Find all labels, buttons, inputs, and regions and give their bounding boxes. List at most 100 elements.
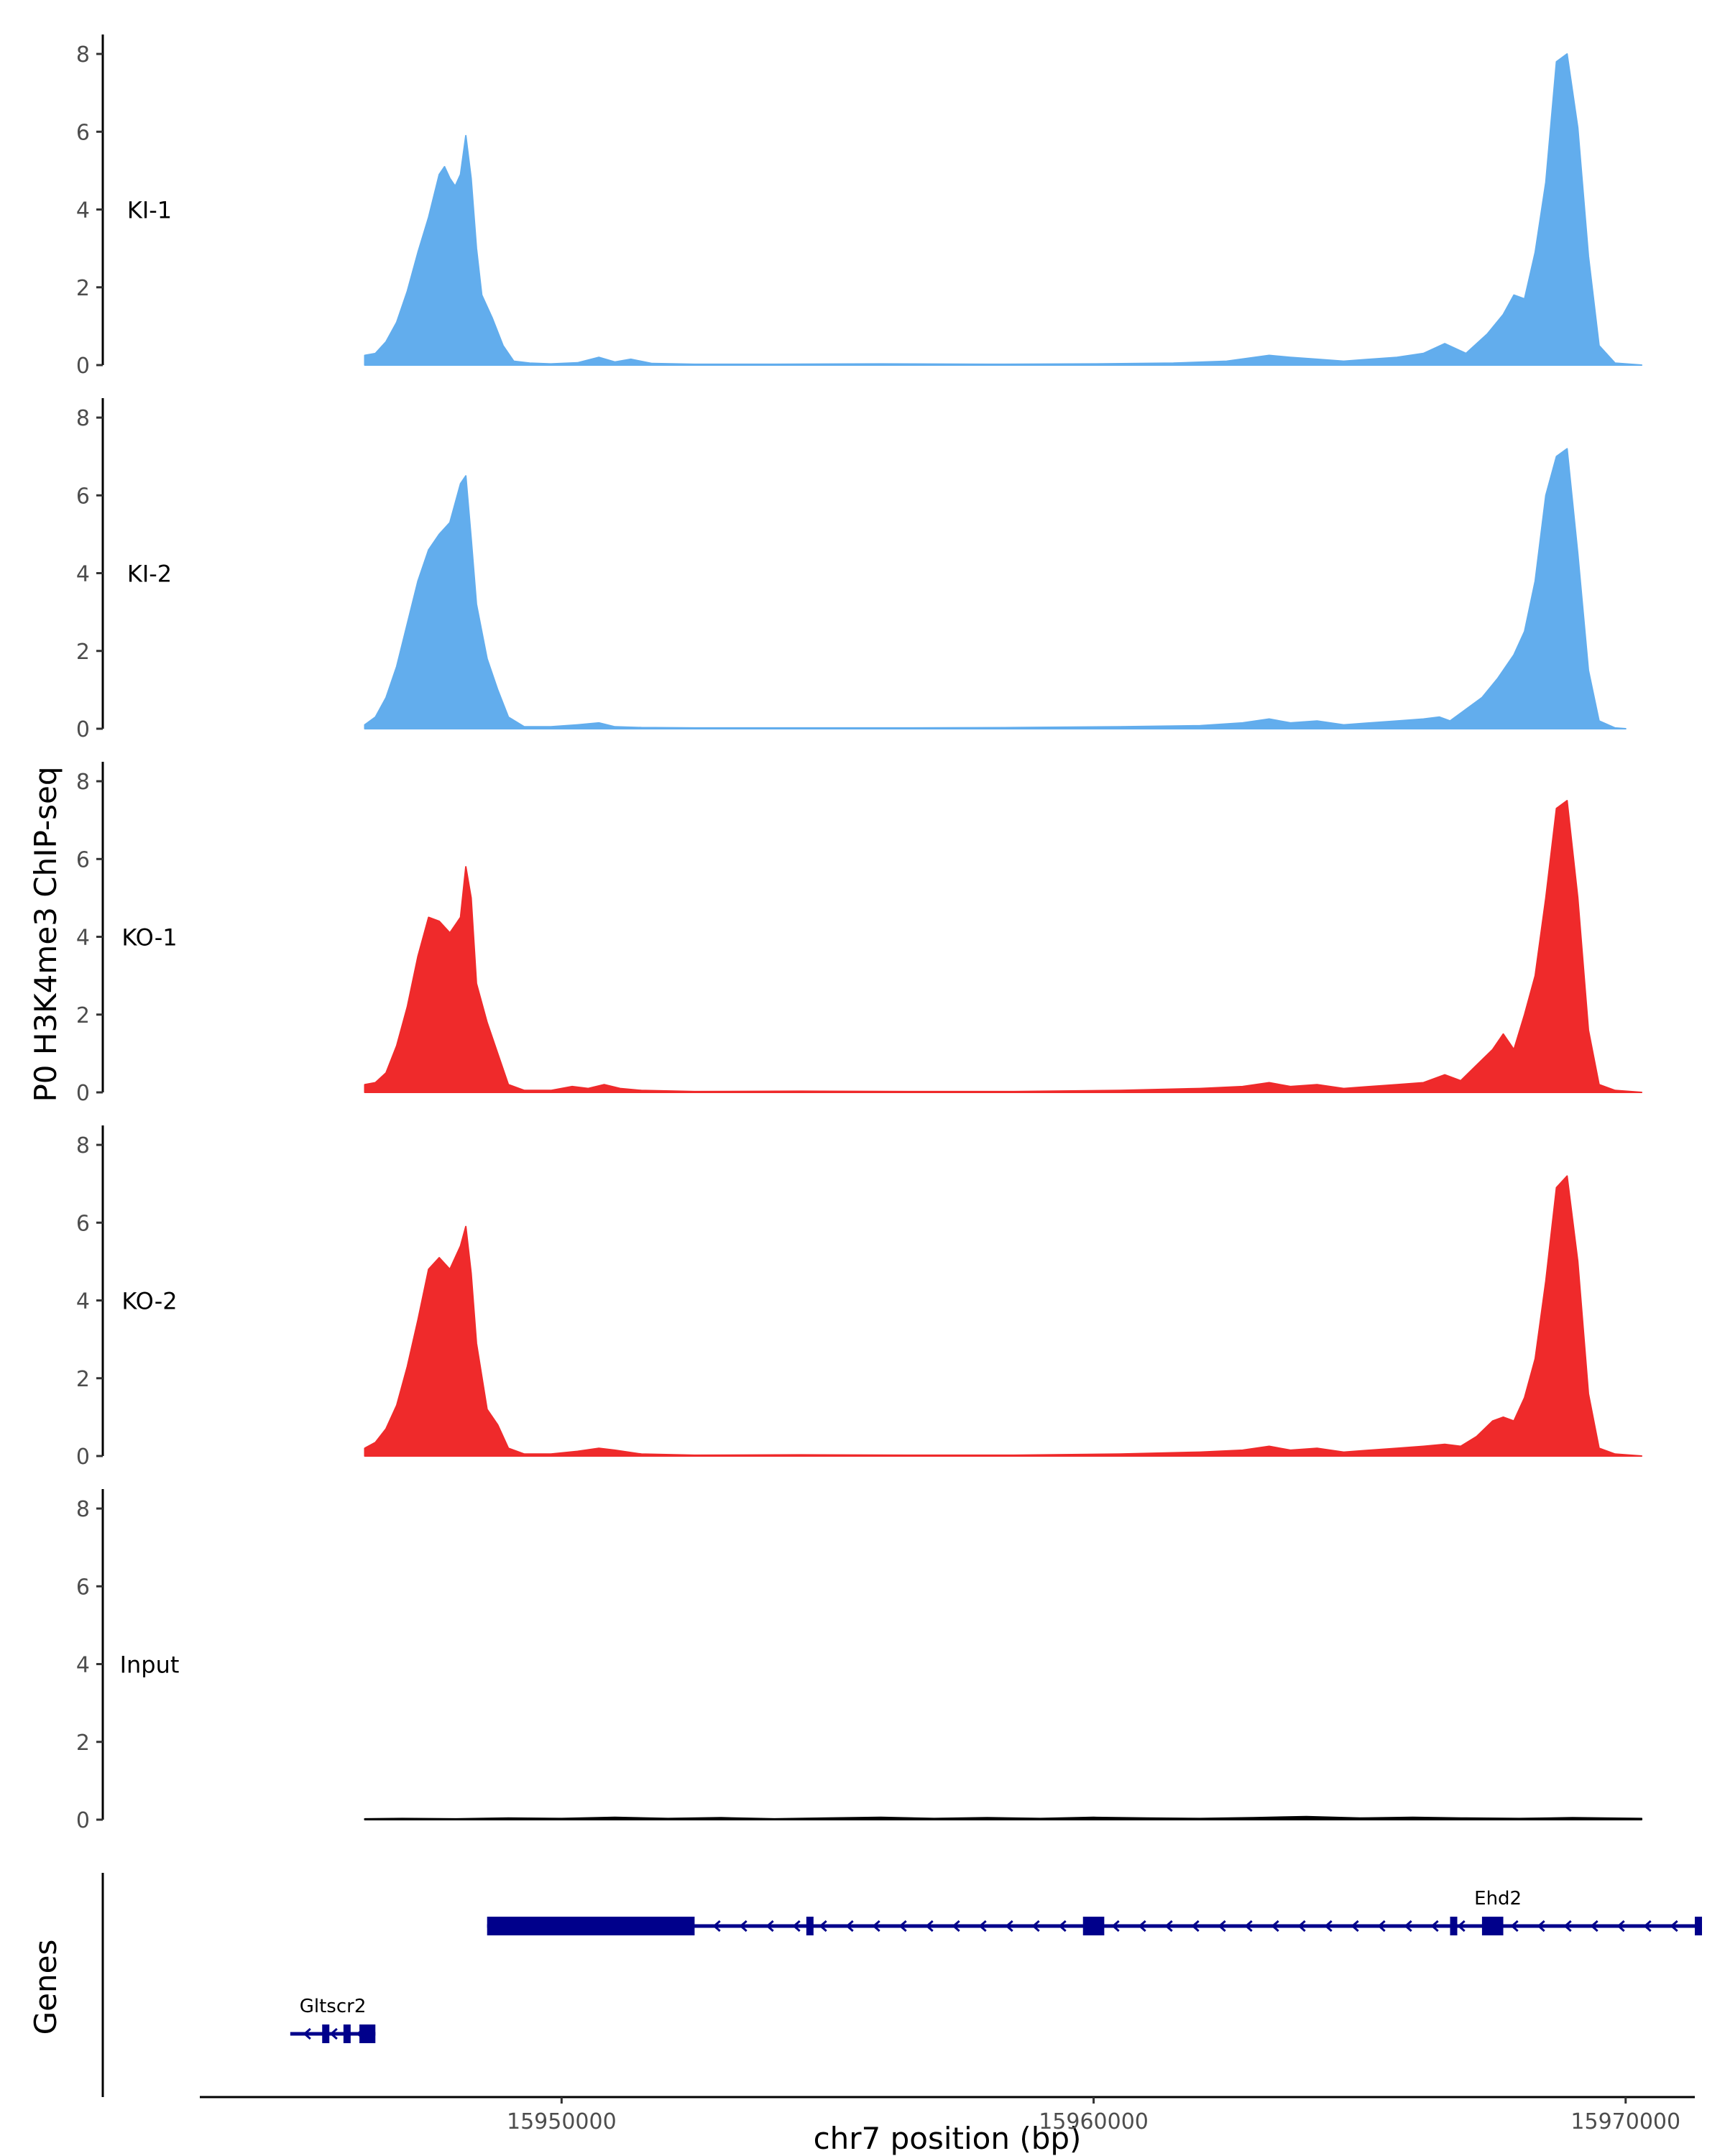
strand-arrow bbox=[898, 1920, 907, 1932]
track-label: KI-1 bbox=[127, 197, 172, 224]
strand-arrow bbox=[872, 1920, 880, 1932]
strand-arrow bbox=[329, 2027, 338, 2040]
gene-label: Ehd2 bbox=[1474, 1888, 1522, 1909]
y-tick-label: 0 bbox=[76, 1808, 90, 1833]
y-tick-label: 2 bbox=[76, 1731, 90, 1756]
strand-arrow bbox=[819, 1920, 827, 1932]
strand-arrow bbox=[792, 1920, 801, 1932]
y-tick-label: 6 bbox=[76, 847, 90, 872]
strand-arrow bbox=[1670, 1920, 1678, 1932]
strand-arrow bbox=[1563, 1920, 1572, 1932]
gene-exon bbox=[806, 1917, 814, 1935]
gene-exon bbox=[487, 1917, 695, 1935]
y-tick-label: 0 bbox=[76, 717, 90, 742]
strand-arrow bbox=[1031, 1920, 1040, 1932]
strand-arrow bbox=[1404, 1920, 1412, 1932]
y-tick-label: 8 bbox=[76, 770, 90, 795]
strand-arrow bbox=[1643, 1920, 1652, 1932]
y-tick-label: 4 bbox=[76, 198, 90, 224]
signal-area bbox=[364, 1815, 1642, 1820]
gene-exon bbox=[1082, 1917, 1105, 1935]
strand-arrow bbox=[1218, 1920, 1226, 1932]
strand-arrow bbox=[925, 1920, 934, 1932]
strand-arrow bbox=[1351, 1920, 1359, 1932]
strand-arrow bbox=[1244, 1920, 1253, 1932]
strand-arrow bbox=[1430, 1920, 1439, 1932]
signal-area bbox=[364, 448, 1627, 729]
strand-arrow bbox=[952, 1920, 960, 1932]
gene-gltscr2: Gltscr2 bbox=[290, 1996, 376, 2043]
y-tick-label: 8 bbox=[76, 1133, 90, 1158]
strand-arrow bbox=[1457, 1920, 1466, 1932]
track-label: Input bbox=[120, 1651, 180, 1679]
strand-arrow bbox=[1005, 1920, 1013, 1932]
gene-exon bbox=[1450, 1917, 1458, 1935]
strand-arrow bbox=[303, 2027, 311, 2040]
y-tick-label: 0 bbox=[76, 1081, 90, 1106]
gene-exon bbox=[1695, 1917, 1702, 1935]
strand-arrow bbox=[845, 1920, 854, 1932]
y-tick-label: 4 bbox=[76, 562, 90, 587]
gene-exon bbox=[1481, 1917, 1504, 1935]
strand-arrow bbox=[1164, 1920, 1173, 1932]
y-axis-title: P0 H3K4me3 ChIP-seq bbox=[28, 766, 63, 1102]
track-label: KO-2 bbox=[121, 1288, 177, 1315]
strand-arrow bbox=[712, 1920, 721, 1932]
y-tick-label: 2 bbox=[76, 640, 90, 665]
strand-arrow bbox=[1510, 1920, 1519, 1932]
x-axis: 15950000 15960000 15970000 bbox=[200, 2096, 1695, 2134]
track-label: KO-1 bbox=[121, 924, 177, 952]
gene-label: Gltscr2 bbox=[300, 1996, 367, 2017]
y-tick-label: 2 bbox=[76, 1003, 90, 1028]
track-ko-2: 0 2 4 6 8 KO-2 bbox=[76, 1125, 1642, 1470]
signal-area bbox=[364, 53, 1642, 366]
strand-arrow bbox=[1324, 1920, 1333, 1932]
y-tick-label: 2 bbox=[76, 276, 90, 301]
x-axis-title: chr7 position (bp) bbox=[814, 2121, 1082, 2156]
track-label: KI-2 bbox=[127, 561, 172, 588]
gene-track: Ehd2 Gltscr2 bbox=[101, 1873, 1702, 2097]
gene-exon bbox=[359, 2024, 376, 2043]
track-ko-1: 0 2 4 6 8 KO-1 bbox=[76, 762, 1642, 1106]
genes-axis-title: Genes bbox=[28, 1940, 63, 2035]
y-tick-label: 0 bbox=[76, 1445, 90, 1470]
y-tick-label: 4 bbox=[76, 926, 90, 951]
gene-exon bbox=[322, 2024, 330, 2043]
y-tick-label: 2 bbox=[76, 1367, 90, 1392]
strand-arrow bbox=[1297, 1920, 1306, 1932]
strand-arrow bbox=[1271, 1920, 1279, 1932]
strand-arrow bbox=[1058, 1920, 1067, 1932]
y-tick-label: 8 bbox=[76, 42, 90, 68]
y-tick-label: 0 bbox=[76, 354, 90, 379]
strand-arrow bbox=[739, 1920, 748, 1932]
strand-arrow bbox=[978, 1920, 987, 1932]
track-ki-1: 0 2 4 6 8 KI-1 bbox=[76, 34, 1642, 379]
gene-exon bbox=[343, 2024, 351, 2043]
x-tick-label: 15960000 bbox=[1039, 2109, 1149, 2134]
strand-arrow bbox=[1537, 1920, 1545, 1932]
y-tick-label: 6 bbox=[76, 120, 90, 145]
strand-arrow bbox=[1111, 1920, 1120, 1932]
signal-area bbox=[364, 800, 1642, 1093]
signal-tracks: 0 2 4 6 8 KI-1 0 2 4 6 8 KI-2 0 2 4 6 8 KO-1 0 2 4 6 8 KO-2 0 2 4 6… bbox=[76, 34, 1642, 1833]
y-tick-label: 6 bbox=[76, 1575, 90, 1600]
strand-arrow bbox=[765, 1920, 774, 1932]
strand-arrow bbox=[1377, 1920, 1386, 1932]
x-tick-label: 15970000 bbox=[1570, 2109, 1680, 2134]
strand-arrow bbox=[1191, 1920, 1200, 1932]
strand-arrow bbox=[1590, 1920, 1598, 1932]
strand-arrow bbox=[1138, 1920, 1146, 1932]
x-tick-label: 15950000 bbox=[507, 2109, 617, 2134]
track-ki-2: 0 2 4 6 8 KI-2 bbox=[76, 398, 1627, 742]
signal-area bbox=[364, 1175, 1642, 1457]
y-tick-label: 6 bbox=[76, 1211, 90, 1236]
y-tick-label: 4 bbox=[76, 1289, 90, 1314]
track-input: 0 2 4 6 8 Input bbox=[76, 1489, 1642, 1833]
gene-ehd2: Ehd2 bbox=[487, 1888, 1702, 1935]
strand-arrow bbox=[1616, 1920, 1625, 1932]
y-tick-label: 8 bbox=[76, 1497, 90, 1522]
y-tick-label: 8 bbox=[76, 406, 90, 431]
y-tick-label: 6 bbox=[76, 484, 90, 509]
y-tick-label: 4 bbox=[76, 1653, 90, 1678]
